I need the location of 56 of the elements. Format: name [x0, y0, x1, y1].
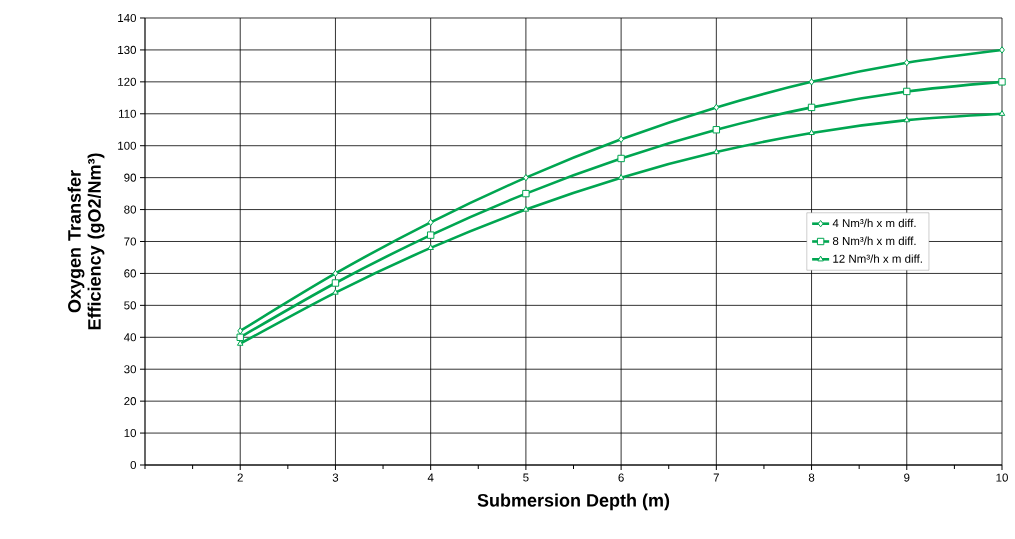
point — [903, 87, 911, 96]
x-tick-label: 9 — [904, 473, 910, 482]
point — [522, 189, 530, 198]
y-tick-label: 70 — [124, 237, 137, 246]
x-tick-label: 5 — [523, 473, 529, 482]
point — [712, 126, 721, 134]
y-tick-label: 20 — [124, 397, 137, 406]
point — [713, 148, 720, 155]
point — [427, 218, 434, 227]
y-tick-label: 130 — [118, 45, 137, 54]
point — [236, 333, 244, 341]
point — [617, 173, 625, 180]
point — [332, 288, 339, 295]
point — [808, 78, 815, 86]
x-tick-label: 8 — [808, 473, 815, 482]
point — [617, 154, 625, 163]
y-tick-label: 90 — [124, 173, 137, 182]
point — [427, 244, 434, 250]
point — [618, 135, 625, 144]
point — [999, 46, 1005, 54]
x-tick-label: 3 — [332, 473, 339, 482]
y-tick-label: 30 — [124, 365, 137, 374]
point — [903, 116, 911, 123]
point — [331, 279, 340, 287]
legend-label: 4 Nm³/h x m diff. — [832, 218, 916, 228]
y-tick-label: 110 — [119, 109, 137, 118]
point — [236, 339, 244, 346]
y-tick-label: 10 — [124, 429, 137, 438]
point — [426, 231, 435, 239]
x-tick-label: 2 — [237, 473, 243, 482]
y-tick-label: 140 — [118, 13, 137, 23]
x-tick-label: 7 — [713, 473, 719, 482]
x-axis-title: Submersion Depth (m) — [477, 493, 670, 511]
legend-label: 12 Nm³/h x m diff. — [833, 254, 922, 263]
point — [808, 129, 815, 136]
point — [522, 205, 530, 212]
x-tick-label: 10 — [996, 473, 1008, 482]
y-tick-label: 50 — [124, 301, 137, 310]
y-tick-label: 0 — [130, 460, 137, 470]
point — [903, 59, 910, 67]
point — [713, 103, 720, 112]
y-axis-title: Oxygen Transfer Efficiency (gO2/Nm³) — [67, 153, 105, 330]
x-tick-label: 4 — [427, 473, 434, 482]
y-tick-label: 120 — [118, 77, 137, 86]
y-tick-label: 60 — [124, 269, 137, 278]
y-tick-label: 40 — [123, 333, 137, 342]
point — [522, 173, 529, 182]
point — [807, 103, 816, 112]
point — [237, 327, 244, 335]
point — [332, 269, 339, 278]
legend-label: 8 Nm³/h x m diff. — [832, 236, 916, 246]
y-tick-label: 100 — [118, 141, 137, 150]
point — [998, 78, 1006, 86]
y-tick-label: 80 — [124, 205, 137, 214]
x-tick-label: 6 — [618, 473, 624, 482]
point — [998, 110, 1006, 116]
